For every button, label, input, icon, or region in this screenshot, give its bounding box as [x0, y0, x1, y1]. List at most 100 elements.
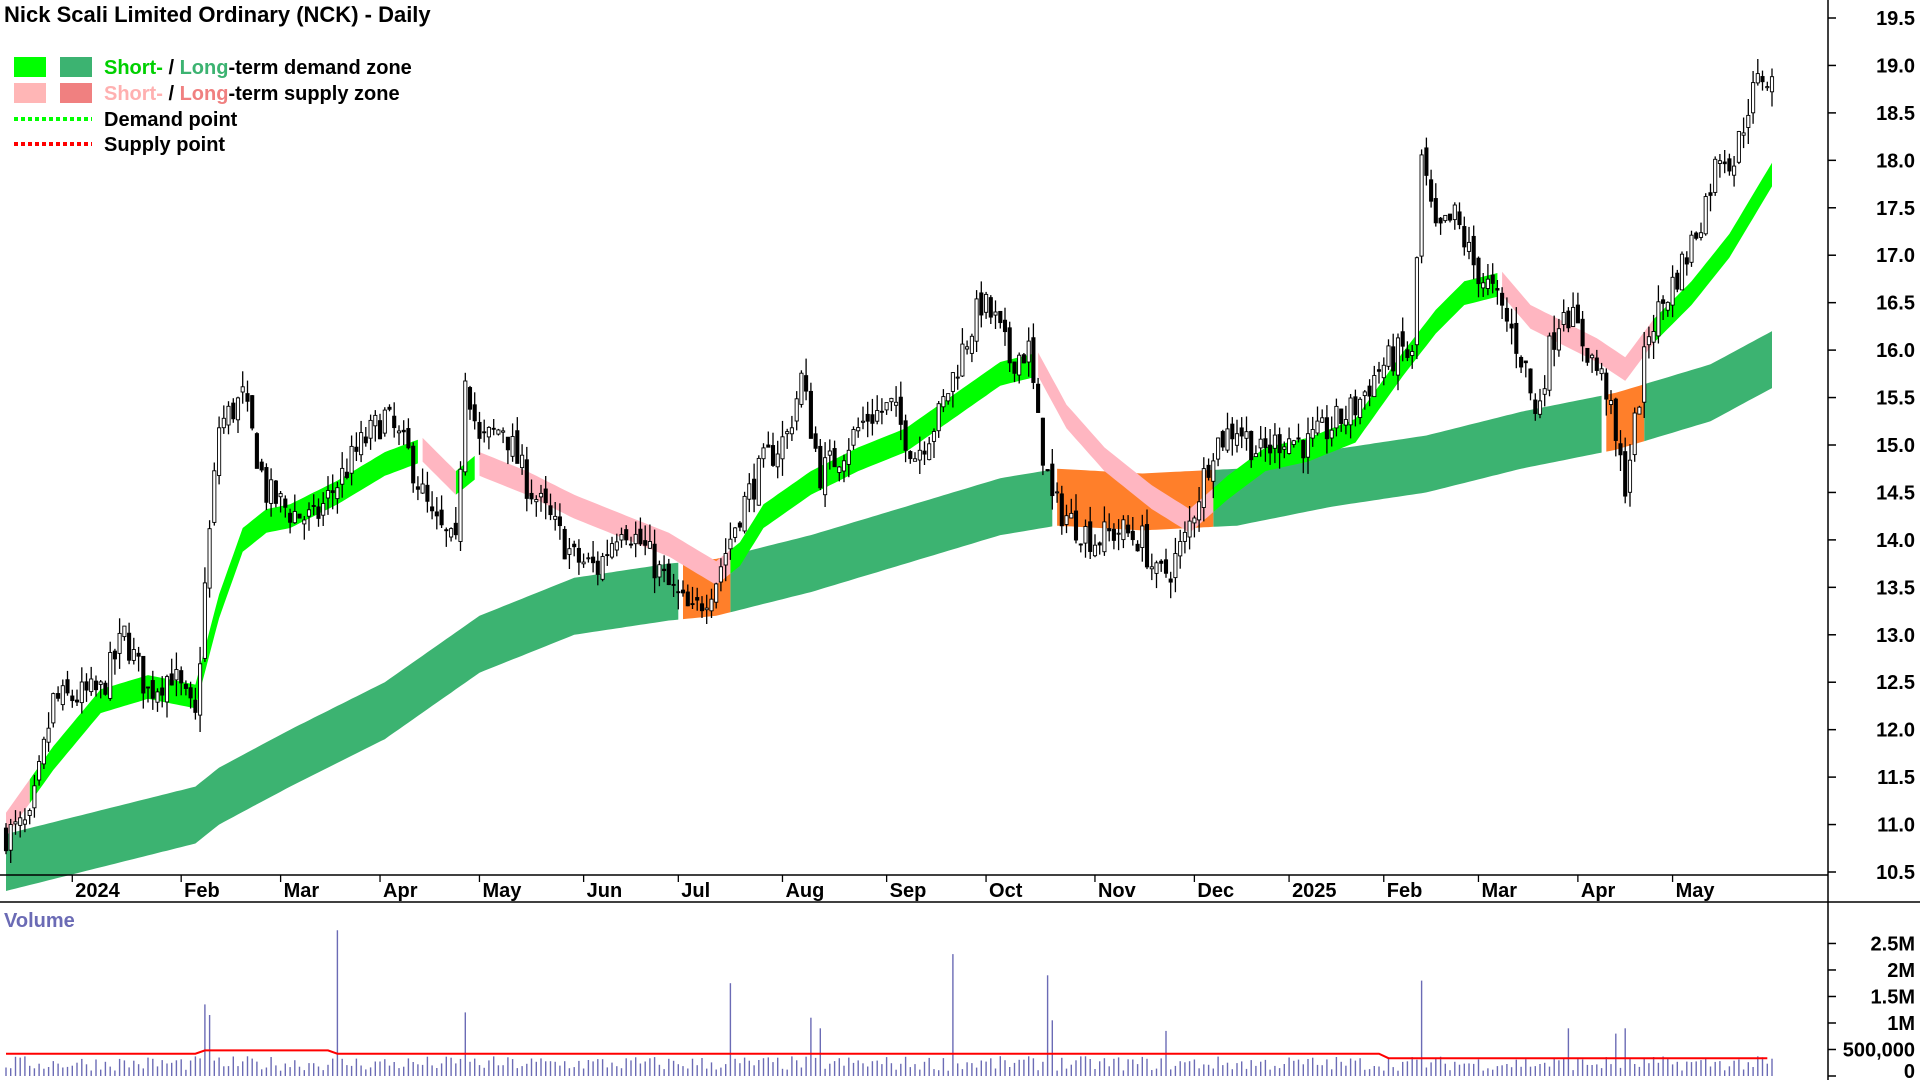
- candle-body: [259, 461, 264, 471]
- candle-body: [752, 478, 757, 500]
- candle-body: [335, 487, 340, 500]
- short-demand-band: [1653, 162, 1772, 343]
- candle-body: [1556, 328, 1561, 351]
- candle-body: [1012, 361, 1017, 374]
- candle-body: [1296, 437, 1301, 440]
- candle-body: [1452, 204, 1457, 221]
- candle-body: [1239, 427, 1244, 437]
- price-tick-label: 10.5: [1876, 862, 1915, 884]
- price-tick-label: 18.5: [1876, 103, 1915, 125]
- candle-body: [1002, 319, 1008, 333]
- candle-body: [643, 540, 648, 546]
- candle-body: [458, 468, 463, 542]
- candle-body: [1732, 165, 1737, 176]
- candle-body: [1031, 337, 1036, 383]
- candle-body: [70, 695, 75, 702]
- candle-body: [1736, 131, 1741, 163]
- candle-body: [491, 427, 496, 430]
- candle-body: [761, 447, 766, 460]
- price-tick-label: 11.5: [1877, 767, 1915, 789]
- candle-body: [1310, 429, 1315, 439]
- candle-body: [1097, 542, 1102, 546]
- candle-body: [1694, 232, 1699, 239]
- candle-body: [330, 490, 335, 494]
- candle-body: [1642, 346, 1647, 403]
- candle-body: [373, 414, 378, 427]
- time-tick-label: Apr: [383, 880, 418, 902]
- candle-body: [1362, 391, 1367, 397]
- price-tick-label: 16.0: [1876, 340, 1915, 362]
- candle-body: [387, 406, 392, 410]
- candle-body: [444, 529, 449, 532]
- candle-body: [193, 699, 198, 713]
- candle-body: [917, 449, 922, 461]
- candle-body: [1277, 434, 1282, 454]
- candle-body: [1291, 440, 1296, 445]
- candle-body: [699, 603, 705, 612]
- candle-body: [595, 560, 600, 575]
- candle-body: [1168, 578, 1173, 583]
- candle-body: [846, 449, 851, 465]
- candle-body: [950, 372, 955, 392]
- candle-body: [851, 429, 856, 446]
- price-tick-label: 15.5: [1876, 388, 1915, 410]
- candle-body: [1405, 349, 1410, 358]
- candle-body: [396, 430, 402, 434]
- candle-body: [633, 533, 638, 545]
- candle-body: [98, 681, 103, 685]
- time-tick-label: 2025: [1292, 880, 1337, 902]
- price-tick-label: 13.5: [1876, 577, 1915, 599]
- price-tick-label: 15.0: [1876, 435, 1915, 457]
- legend-supply-zone: Short- / Long-term supply zone: [104, 83, 400, 105]
- candle-body: [32, 785, 37, 809]
- candle-body: [657, 564, 662, 578]
- candle-body: [363, 436, 368, 444]
- price-tick-label: 19.0: [1876, 55, 1915, 77]
- candle-body: [79, 681, 84, 704]
- candle-body: [1708, 192, 1713, 196]
- legend-swatch-short-supply: [14, 83, 46, 103]
- candle-body: [1282, 446, 1287, 450]
- candle-body: [1651, 331, 1656, 343]
- candle-body: [292, 511, 297, 524]
- candle-body: [960, 343, 965, 377]
- volume-bars: [5, 930, 1773, 1076]
- candle-body: [1457, 211, 1462, 226]
- candle-body: [1376, 369, 1382, 372]
- short-supply-band: [6, 779, 30, 837]
- time-tick-label: Feb: [184, 880, 220, 902]
- candle-body: [529, 492, 534, 500]
- candle-body: [37, 761, 42, 781]
- candle-body: [520, 454, 525, 469]
- candle-body: [1253, 453, 1258, 458]
- candle-body: [316, 506, 321, 519]
- candle-body: [377, 420, 383, 440]
- candle-body: [823, 457, 828, 496]
- short-demand-band: [730, 353, 1034, 574]
- candle-body: [1424, 147, 1429, 176]
- candle-body: [733, 527, 738, 538]
- legend-swatch-long-supply: [60, 83, 92, 103]
- candle-body: [591, 556, 596, 564]
- candle-body: [1088, 521, 1093, 552]
- candle-body: [278, 493, 283, 498]
- time-tick-label: Jun: [587, 880, 623, 902]
- candle-body: [1353, 396, 1358, 416]
- candle-body: [1514, 322, 1519, 354]
- candle-body: [998, 310, 1003, 324]
- time-tick-label: Aug: [785, 880, 824, 902]
- price-tick-label: 14.0: [1876, 530, 1915, 552]
- short-supply-band: [422, 437, 456, 495]
- candle-body: [685, 591, 690, 607]
- candle-body: [619, 534, 624, 541]
- candle-body: [93, 680, 99, 691]
- candle-body: [273, 480, 278, 504]
- candle-body: [538, 492, 544, 498]
- candle-body: [453, 522, 458, 536]
- candle-body: [1116, 532, 1121, 535]
- candle-body: [1206, 464, 1211, 478]
- candle-body: [1301, 440, 1306, 459]
- candle-body: [818, 445, 823, 489]
- candle-body: [420, 483, 425, 494]
